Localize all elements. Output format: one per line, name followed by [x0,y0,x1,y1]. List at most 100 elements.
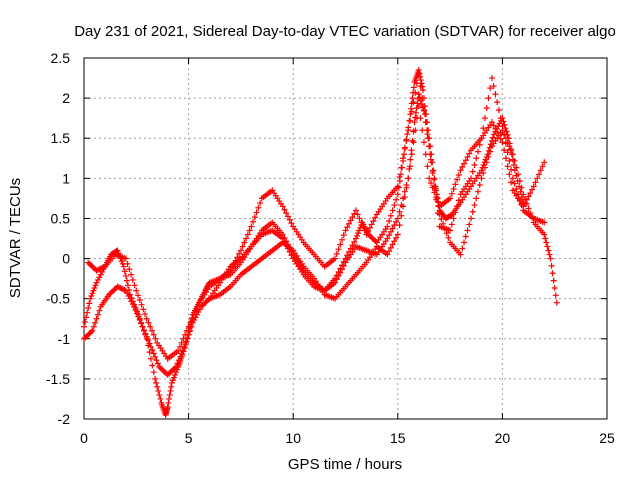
data-point [284,213,291,220]
data-point [361,227,368,234]
data-point [536,171,543,178]
data-point [386,248,393,255]
data-point [489,134,496,141]
data-point [288,220,295,227]
data-point [494,129,501,136]
data-point [150,350,157,357]
data-point [480,125,487,132]
data-point [497,115,504,122]
data-point [461,239,468,246]
data-point [251,214,258,221]
data-point [516,178,523,185]
data-point [397,171,404,178]
data-point [166,370,173,377]
data-point [391,202,398,209]
data-point [170,374,177,381]
data-point [490,122,497,129]
x-tick-label: 0 [80,430,88,446]
data-point [124,282,131,289]
data-point [410,139,417,146]
data-point [192,307,199,314]
data-point [88,292,95,299]
data-point [86,260,93,267]
data-point [86,330,93,337]
data-point [427,156,434,163]
data-point [420,107,427,114]
data-point [368,221,375,228]
data-point [541,219,548,226]
x-tick-label: 25 [599,430,615,446]
data-point [332,279,339,286]
data-point [419,127,426,134]
data-point [541,159,548,166]
data-point [532,179,539,186]
data-point [408,151,415,158]
data-point [142,311,149,318]
data-point [169,377,176,384]
data-point [127,295,134,302]
data-point [166,391,173,398]
data-point [241,239,248,246]
data-point [178,339,185,346]
data-point [409,137,416,144]
data-point [398,212,405,219]
data-point [176,343,183,350]
data-point [91,284,98,291]
data-point [363,231,370,238]
data-point [187,319,194,326]
data-point [434,210,441,217]
data-point [136,317,143,324]
data-point [410,84,417,91]
data-point [153,379,160,386]
data-point [124,290,131,297]
data-point [154,360,161,367]
data-point [412,109,419,116]
data-point [480,161,487,168]
data-point [157,365,164,372]
data-point [89,263,96,270]
data-point [401,151,408,158]
data-point [424,131,431,138]
data-point [387,212,394,219]
data-point [135,292,142,299]
data-point [183,327,190,334]
data-point [366,224,373,231]
data-point [494,99,501,106]
data-point [355,230,362,237]
data-point [530,183,537,190]
data-point [150,369,157,376]
data-point [284,245,291,252]
data-point [257,200,264,207]
data-point [132,307,139,314]
data-point [491,131,498,138]
data-point [129,301,136,308]
data-point [108,288,115,295]
data-point [131,303,138,310]
data-point [471,202,478,209]
data-point [473,195,480,202]
data-point [404,131,411,138]
data-point [513,186,520,193]
data-point [429,184,436,191]
data-point [93,267,100,274]
data-point [393,196,400,203]
data-point [495,107,502,114]
data-point [426,175,433,182]
data-point [471,161,478,168]
data-point [195,309,202,316]
data-point [122,255,129,262]
data-point [149,347,156,354]
data-point [427,180,434,187]
data-point [501,147,508,154]
y-tick-label: -1.5 [46,371,70,387]
data-point [522,200,529,207]
data-point [150,331,157,338]
data-point [279,235,286,242]
data-point [96,307,103,314]
data-point [459,163,466,170]
data-point [96,266,103,273]
data-point [125,292,132,299]
data-point [525,193,532,200]
data-point [349,242,356,249]
data-point [82,319,89,326]
